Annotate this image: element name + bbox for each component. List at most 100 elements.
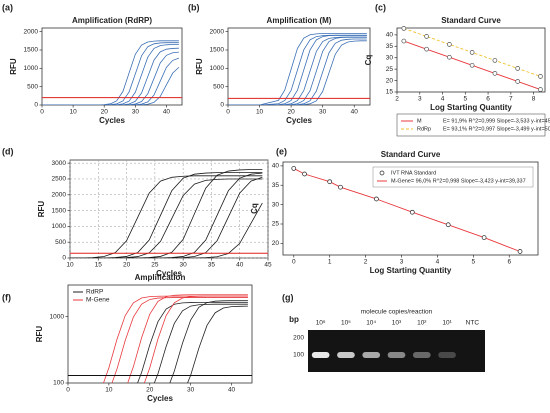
amplification-curve (42, 44, 179, 105)
y-tick-label: 1500 (24, 47, 39, 54)
y-tick-label: 500 (27, 83, 38, 90)
data-point (374, 196, 379, 202)
x-tick-label: 8 (532, 96, 536, 103)
y-tick-label: 25 (272, 221, 280, 228)
bp-label: 200 (293, 335, 304, 342)
x-axis-label: Cycles (99, 116, 125, 125)
y-axis-label: RFU (37, 201, 46, 218)
x-tick-label: 40 (228, 387, 236, 394)
amplification-curve (42, 57, 180, 105)
y-tick-label: 15 (386, 89, 394, 96)
data-point (517, 249, 523, 254)
legend-stats: E= 93,1% R^2=0,997 Slope=-3,499 y-int=50… (443, 126, 550, 132)
x-tick-label: 1 (328, 259, 332, 266)
y-axis-label: Cq (250, 203, 259, 214)
x-tick-label: 0 (40, 109, 44, 116)
x-tick-label: 30 (319, 109, 327, 116)
amplification-curve (143, 295, 248, 383)
x-tick-label: 40 (351, 109, 359, 116)
amplification-curve (153, 303, 248, 383)
lane-label: 10⁴ (366, 320, 376, 327)
x-axis-label: Log Starting Quantity (370, 266, 452, 275)
x-tick-label: 3 (418, 96, 422, 103)
x-tick-label: 45 (264, 262, 272, 269)
x-tick-label: 7 (509, 96, 513, 103)
x-tick-label: 40 (163, 109, 171, 116)
chart-title: Standard Curve (381, 150, 441, 159)
y-tick-label: 0 (34, 102, 38, 109)
x-tick-label: 10 (66, 262, 74, 269)
data-point (515, 66, 521, 71)
amplification-curve (228, 36, 367, 105)
data-point (338, 184, 343, 190)
amplification-curve (42, 47, 179, 105)
gel-band (387, 352, 406, 358)
y-axis-label: Cq (364, 55, 373, 66)
x-tick-label: 40 (236, 262, 244, 269)
data-point (424, 34, 429, 39)
gel-band (412, 352, 431, 358)
gel-band (337, 352, 355, 358)
amplification-curve (70, 178, 263, 258)
data-point (515, 79, 521, 84)
plot-area (227, 27, 371, 106)
x-axis-label: Cycles (156, 269, 182, 278)
data-point (327, 179, 333, 185)
amplification-curve (42, 40, 179, 105)
x-tick-label: 20 (146, 387, 154, 394)
x-tick-label: 30 (180, 262, 188, 269)
x-tick-label: 25 (151, 262, 159, 269)
plot-content (68, 294, 252, 383)
plot-area (69, 159, 269, 259)
legend-name: RdRp (417, 126, 431, 132)
data-point (469, 62, 475, 68)
y-axis-label: RFU (9, 58, 18, 75)
x-tick-label: 20 (101, 109, 109, 116)
chart-title: Amplification (135, 273, 186, 282)
panel-label: (g) (282, 292, 294, 302)
data-point (492, 71, 498, 76)
y-tick-label: 0 (62, 255, 66, 262)
legend-name: IVT RNA Standard (391, 170, 436, 176)
y-tick-label: 35 (272, 182, 280, 189)
y-tick-label: 1000 (210, 65, 225, 72)
y-tick-label: 20 (386, 77, 394, 84)
y-tick-label: 0 (220, 102, 224, 109)
x-tick-label: 10 (105, 387, 113, 394)
plot-content (70, 169, 268, 258)
bp-label: 100 (293, 352, 304, 359)
data-point (538, 87, 543, 92)
x-tick-label: 0 (226, 109, 230, 116)
y-tick-label: 35 (386, 43, 394, 50)
legend-name: M (417, 118, 422, 124)
data-point (481, 235, 487, 240)
data-point (291, 166, 297, 171)
x-tick-label: 6 (486, 96, 490, 103)
x-tick-label: 6 (507, 259, 511, 266)
y-tick-label: 2500 (52, 176, 67, 183)
x-axis-label: Cycles (286, 116, 312, 125)
gel-title: molecule copies/reaction (361, 309, 433, 316)
plot-area (41, 27, 183, 106)
x-tick-label: 30 (187, 387, 195, 394)
amplification-curve (70, 169, 263, 258)
y-tick-label: 500 (213, 83, 224, 90)
panel-label: (f) (2, 292, 11, 302)
y-tick-label: 2000 (52, 191, 67, 198)
amplification-curve (169, 300, 248, 383)
y-tick-label: 1000 (24, 65, 39, 72)
legend-box (396, 113, 546, 137)
legend-box (372, 166, 534, 188)
data-point (409, 209, 415, 215)
y-tick-label: 30 (386, 54, 394, 61)
data-point (469, 50, 475, 55)
panel-label: (e) (276, 146, 287, 156)
plot-content (42, 40, 182, 105)
data-point (401, 26, 407, 31)
amplification-curve (42, 42, 179, 105)
x-tick-label: 15 (95, 262, 103, 269)
legend-marker (379, 170, 385, 176)
x-tick-label: 4 (436, 259, 440, 266)
gel-band (311, 352, 330, 358)
